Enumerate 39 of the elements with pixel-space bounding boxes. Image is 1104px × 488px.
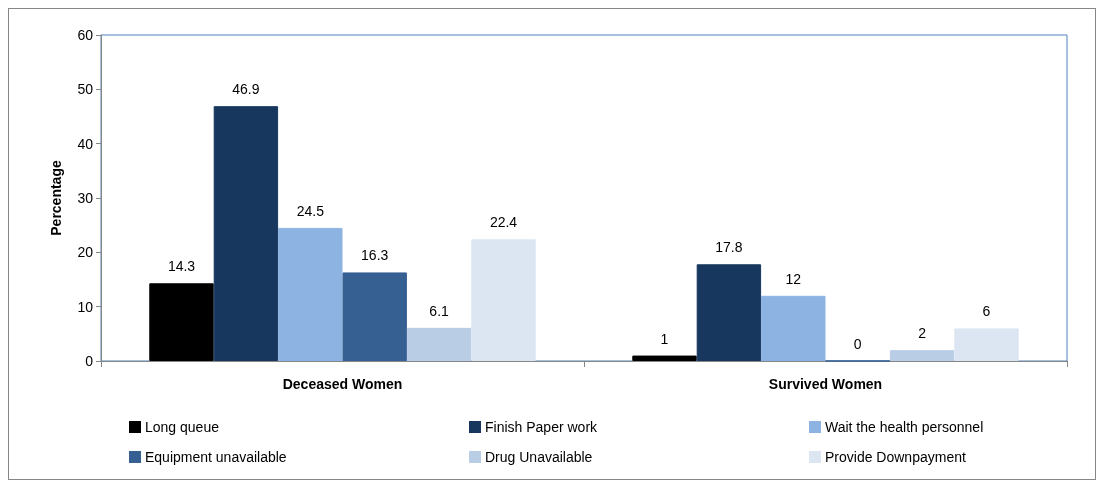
y-tick-label: 0 xyxy=(85,353,94,369)
y-tick-label: 60 xyxy=(77,27,94,43)
bar xyxy=(149,283,214,361)
bar xyxy=(954,328,1019,361)
data-label: 0 xyxy=(853,335,862,352)
y-axis-title: Percentage xyxy=(48,160,64,236)
data-label: 2 xyxy=(918,325,927,342)
data-label: 12 xyxy=(785,270,802,287)
bar xyxy=(342,272,407,361)
data-label: 6.1 xyxy=(429,302,450,319)
data-label: 22.4 xyxy=(489,214,518,231)
y-tick-label: 10 xyxy=(77,298,94,315)
legend-label: Long queue xyxy=(145,419,220,435)
y-tick-label: 40 xyxy=(77,135,94,152)
bar xyxy=(632,355,697,361)
legend-label: Wait the health personnel xyxy=(825,419,984,435)
data-label: 1 xyxy=(660,330,669,347)
data-label: 46.9 xyxy=(232,81,260,98)
data-label: 14.3 xyxy=(167,258,196,275)
x-tick-label: Deceased Women xyxy=(282,376,403,392)
data-label: 24.5 xyxy=(296,202,325,219)
bar xyxy=(278,227,343,361)
legend-label: Equipment unavailable xyxy=(145,449,287,465)
x-tick-label: Survived Women xyxy=(768,376,883,392)
legend-label: Finish Paper work xyxy=(485,419,599,435)
y-tick-label: 50 xyxy=(77,81,94,98)
y-tick-label: 20 xyxy=(77,244,94,261)
bar xyxy=(889,350,955,361)
bar xyxy=(213,106,279,361)
legend-label: Provide Downpayment xyxy=(825,449,966,465)
bar xyxy=(471,239,536,361)
bar xyxy=(761,295,826,361)
data-label: 16.3 xyxy=(361,247,389,264)
data-label: 17.8 xyxy=(715,239,743,256)
bar xyxy=(406,327,472,361)
legend-label: Drug Unavailable xyxy=(485,449,593,465)
data-label: 6 xyxy=(982,303,991,320)
y-tick-label: 30 xyxy=(77,190,94,206)
bar xyxy=(696,264,762,361)
